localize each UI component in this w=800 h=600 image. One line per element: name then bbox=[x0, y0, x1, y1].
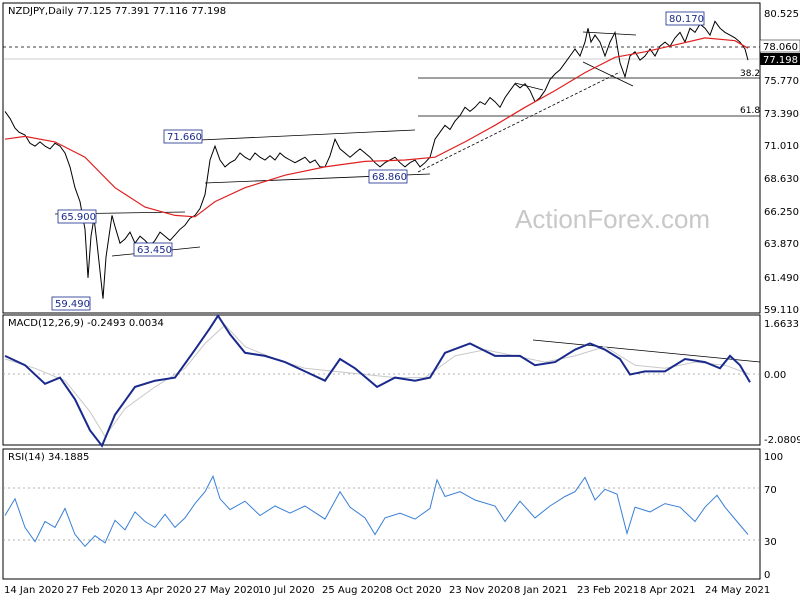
price-panel bbox=[2, 2, 761, 314]
triangle-high-label: 65.900 bbox=[61, 212, 96, 223]
x-tick-label: 23 Feb 2021 bbox=[577, 585, 639, 596]
label-box bbox=[665, 11, 705, 26]
rsi-tick-label: 30 bbox=[764, 537, 777, 548]
x-tick-label: 8 Oct 2020 bbox=[386, 585, 441, 596]
price-series bbox=[4, 20, 749, 299]
current-price-box bbox=[760, 53, 800, 65]
y-tick-label: 71.010 bbox=[764, 141, 799, 152]
macd-tick-label: 1.6633 bbox=[764, 319, 799, 330]
label-box bbox=[133, 242, 173, 257]
y-tick-label: 66.250 bbox=[764, 207, 799, 218]
label-box bbox=[57, 209, 97, 224]
label-box bbox=[368, 169, 408, 184]
current-sma-box bbox=[759, 39, 800, 53]
y-tick-label: 78.060 bbox=[763, 42, 798, 53]
rsi-tick-label: 100 bbox=[764, 452, 783, 463]
macd-tick-label: 0.00 bbox=[764, 370, 786, 381]
x-tick-label: 10 Jul 2020 bbox=[258, 585, 315, 596]
rising-trendline bbox=[417, 71, 621, 173]
wedge-bottom-line bbox=[582, 61, 634, 87]
low-label: 59.490 bbox=[55, 299, 90, 310]
y-tick-label: 61.490 bbox=[764, 273, 799, 284]
fib-61-label: 61.8 bbox=[740, 106, 760, 116]
current-price-label: 77.198 bbox=[763, 55, 798, 66]
macd-trendline bbox=[532, 339, 761, 363]
x-axis: 14 Jan 2020 27 Feb 2020 13 Apr 2020 27 M… bbox=[4, 585, 770, 596]
macd-signal-series bbox=[4, 324, 751, 438]
channel-low-label: 68.860 bbox=[372, 172, 407, 183]
rsi-tick-label: 70 bbox=[764, 485, 777, 496]
triangle-low-label: 63.450 bbox=[137, 245, 172, 256]
y-tick-label: 68.630 bbox=[764, 174, 799, 185]
macd-series bbox=[4, 313, 751, 448]
label-box bbox=[163, 129, 203, 144]
x-tick-label: 23 Nov 2020 bbox=[449, 585, 513, 596]
rsi-series bbox=[4, 474, 749, 548]
moving-average-series bbox=[4, 37, 749, 218]
channel-high-label: 71.660 bbox=[167, 132, 202, 143]
x-tick-label: 13 Apr 2020 bbox=[130, 585, 192, 596]
x-tick-label: 25 Aug 2020 bbox=[322, 585, 386, 596]
chart-title: NZDJPY,Daily 77.125 77.391 77.116 77.198 bbox=[8, 6, 226, 17]
rsi-tick-label: 0 bbox=[764, 570, 770, 581]
y-tick-label: 73.390 bbox=[764, 109, 799, 120]
high-label: 80.170 bbox=[669, 14, 704, 25]
x-tick-label: 14 Jan 2020 bbox=[4, 585, 64, 596]
macd-panel bbox=[2, 314, 761, 446]
x-tick-label: 24 May 2021 bbox=[705, 585, 770, 596]
y-tick-label: 75.770 bbox=[764, 76, 799, 87]
wedge-top-line bbox=[582, 31, 637, 36]
label-box bbox=[51, 296, 91, 311]
small-flag-line bbox=[514, 82, 544, 91]
x-tick-label: 27 Feb 2020 bbox=[66, 585, 128, 596]
x-tick-label: 27 May 2020 bbox=[194, 585, 259, 596]
x-tick-label: 8 Jan 2021 bbox=[514, 585, 568, 596]
price-axis: 80.525 78.060 77.198 75.770 73.390 71.01… bbox=[759, 9, 800, 316]
y-tick-label: 59.110 bbox=[764, 305, 799, 316]
macd-tick-label: -2.0809 bbox=[764, 435, 800, 446]
macd-label: MACD(12,26,9) -0.2493 0.0034 bbox=[8, 318, 164, 329]
rsi-panel bbox=[2, 448, 761, 580]
price-annotations: 80.170 71.660 68.860 65.900 63.450 59.49… bbox=[51, 11, 705, 311]
channel-upper-trendline bbox=[199, 129, 416, 141]
y-tick-label: 63.870 bbox=[764, 239, 799, 250]
x-tick-label: 8 Apr 2021 bbox=[640, 585, 695, 596]
watermark: ActionForex.com bbox=[515, 204, 710, 234]
rsi-label: RSI(14) 34.1885 bbox=[8, 452, 89, 463]
y-tick-label: 80.525 bbox=[764, 9, 799, 20]
fib-38-label: 38.2 bbox=[740, 69, 760, 79]
